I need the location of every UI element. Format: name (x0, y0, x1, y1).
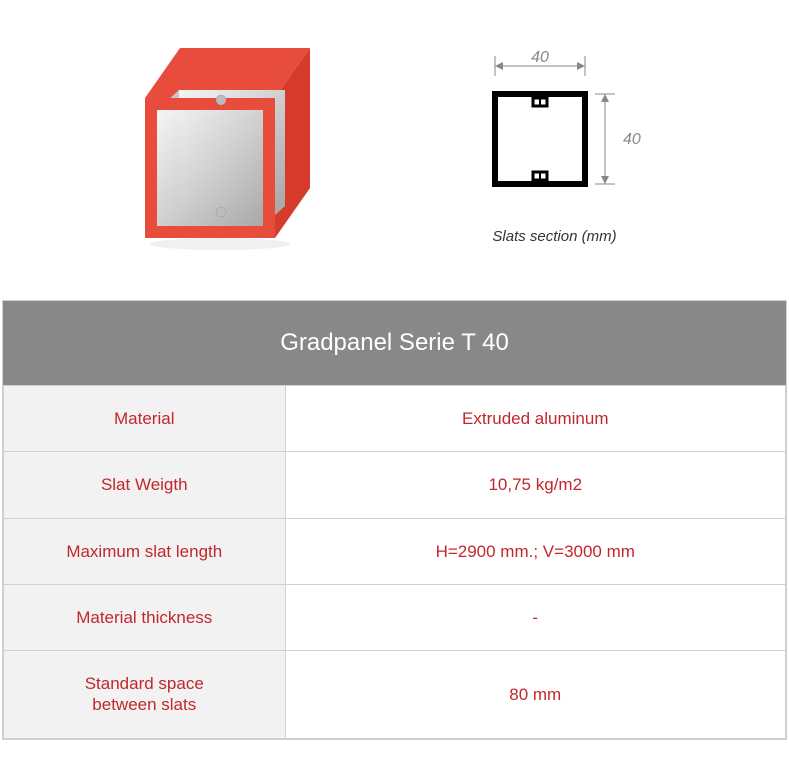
dim-height-label: 40 (623, 131, 641, 148)
spec-value: H=2900 mm.; V=3000 mm (285, 518, 785, 584)
table-row: Material thickness- (4, 584, 786, 650)
spec-label: Material thickness (4, 584, 286, 650)
diagram-caption: Slats section (mm) (492, 228, 616, 245)
table-row: MaterialExtruded aluminum (4, 386, 786, 452)
section-svg: 40 40 (455, 46, 655, 216)
table-row: Slat Weigth10,75 kg/m2 (4, 452, 786, 518)
dim-width-label: 40 (531, 49, 549, 66)
spec-value: Extruded aluminum (285, 386, 785, 452)
spec-label: Maximum slat length (4, 518, 286, 584)
section-diagram: 40 40 Slats section (mm) (435, 46, 675, 245)
spec-value: 10,75 kg/m2 (285, 452, 785, 518)
box-3d-svg (125, 40, 345, 250)
spec-value: - (285, 584, 785, 650)
top-illustration-row: 40 40 Slats section (mm) (0, 0, 789, 300)
spec-label: Slat Weigth (4, 452, 286, 518)
table-row: Maximum slat lengthH=2900 mm.; V=3000 mm (4, 518, 786, 584)
spec-table-container: Gradpanel Serie T 40 MaterialExtruded al… (2, 300, 787, 740)
spec-value: 80 mm (285, 651, 785, 739)
box-3d-render (115, 35, 355, 255)
table-row: Standard spacebetween slats80 mm (4, 651, 786, 739)
spec-label: Material (4, 386, 286, 452)
spec-label: Standard spacebetween slats (4, 651, 286, 739)
table-title: Gradpanel Serie T 40 (3, 301, 786, 385)
spec-table: MaterialExtruded aluminumSlat Weigth10,7… (3, 385, 786, 739)
